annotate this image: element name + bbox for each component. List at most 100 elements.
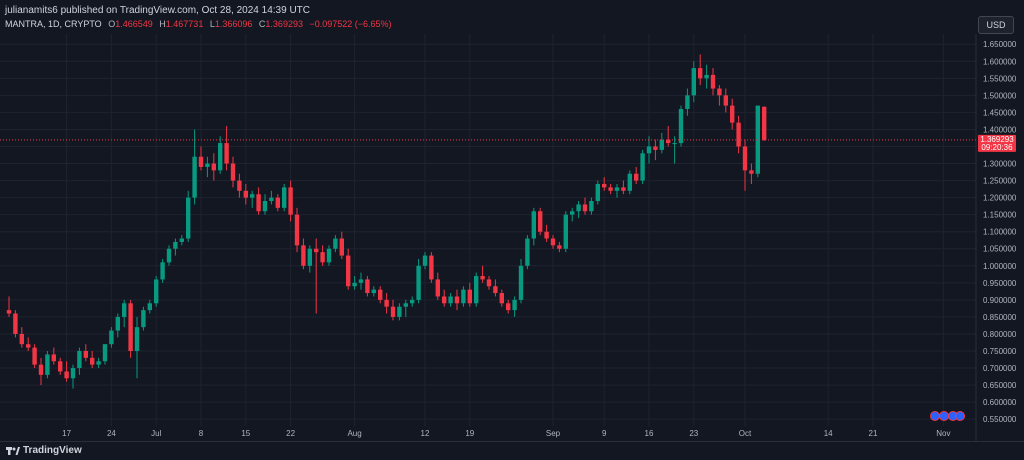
candle-body: [288, 187, 293, 215]
low-value: 1.366096: [214, 19, 253, 29]
candle: [282, 183, 287, 212]
candle-body: [38, 364, 44, 375]
candlestick-chart[interactable]: 0.550000 0.600000 0.650000 0.700000 0.750000…: [0, 0, 1024, 441]
candle: [301, 238, 306, 270]
candle: [416, 258, 421, 304]
candle: [595, 180, 600, 205]
candle-body: [211, 163, 216, 171]
candle-body: [403, 303, 408, 307]
candle-body: [256, 194, 261, 212]
candle: [544, 224, 549, 242]
candle-body: [410, 299, 415, 304]
candle-body: [602, 183, 607, 188]
candle: [256, 187, 261, 215]
candle-body: [13, 313, 18, 334]
candle-body: [173, 241, 178, 249]
candle: [512, 296, 517, 317]
candle-body: [115, 316, 120, 331]
time-axis[interactable]: 17 24 Jul 8 15 22 Aug 12 19 Sep 9 16 23 Oct 14 21 Nov: [62, 429, 950, 438]
price-tick-label: 0.550000: [983, 415, 1017, 424]
candle: [205, 156, 210, 178]
time-tick-label: Oct: [739, 429, 752, 438]
candle: [563, 211, 568, 253]
candle: [480, 265, 485, 283]
candle: [486, 276, 492, 290]
candle: [570, 207, 575, 222]
candle-body: [218, 143, 223, 171]
candle-body: [26, 344, 31, 348]
candle-body: [230, 163, 236, 181]
candle: [608, 183, 613, 195]
candle: [659, 132, 664, 154]
candle-body: [595, 183, 600, 202]
candle: [134, 316, 140, 379]
price-axis[interactable]: 0.550000 0.600000 0.650000 0.700000 0.750000…: [983, 40, 1017, 424]
candle: [403, 299, 408, 317]
candle: [38, 357, 44, 386]
time-tick-label: Aug: [347, 429, 361, 438]
candle: [493, 279, 498, 297]
candle-body: [320, 252, 325, 263]
candle-body: [730, 105, 735, 123]
candle: [538, 207, 543, 236]
candle-body: [314, 248, 319, 253]
candle: [160, 258, 165, 283]
open-label: O: [108, 19, 116, 29]
candle-body: [275, 197, 280, 208]
candle-body: [378, 289, 383, 300]
candle: [691, 61, 696, 103]
candle-body: [346, 255, 351, 287]
time-tick-label: 8: [199, 429, 204, 438]
event-icon[interactable]: [930, 411, 940, 421]
candle-body: [512, 299, 517, 311]
candle: [736, 115, 741, 154]
price-tick-label: 0.650000: [983, 381, 1017, 390]
currency-button[interactable]: USD: [978, 16, 1014, 34]
price-tick-label: 0.750000: [983, 347, 1017, 356]
candle: [109, 327, 114, 348]
candle-body: [397, 306, 402, 317]
price-tick-label: 0.700000: [983, 364, 1017, 373]
close-label: C: [258, 19, 266, 29]
candle-body: [608, 187, 613, 191]
tradingview-brand[interactable]: TradingView: [23, 445, 82, 456]
top-bar: julianamits6 published on TradingView.co…: [0, 0, 1024, 34]
candle-body: [109, 330, 114, 345]
candle-body: [678, 108, 684, 144]
candle-body: [589, 201, 594, 212]
candle: [32, 344, 37, 369]
event-icon[interactable]: [955, 411, 965, 421]
symbol-label[interactable]: MANTRA, 1D, CRYPTO: [5, 19, 102, 29]
candle-body: [77, 351, 82, 369]
candle: [224, 126, 229, 171]
candle: [685, 88, 690, 116]
candle-body: [282, 187, 287, 208]
candle: [614, 183, 620, 198]
candle: [742, 139, 748, 191]
candle: [582, 197, 588, 215]
candle: [448, 293, 453, 307]
candle: [672, 136, 677, 164]
price-tick-label: 1.650000: [983, 40, 1017, 49]
time-tick-label: 16: [645, 429, 654, 438]
candle-body: [480, 276, 485, 280]
candle: [410, 296, 415, 307]
candle-body: [141, 310, 146, 328]
candle-body: [461, 289, 466, 304]
candle-body: [570, 211, 575, 215]
price-tick-label: 0.800000: [983, 330, 1017, 339]
event-icon[interactable]: [939, 411, 949, 421]
candle: [454, 289, 460, 311]
events-icons[interactable]: [930, 411, 965, 421]
candle-body: [416, 265, 421, 300]
candle: [166, 245, 172, 266]
candle-body: [390, 306, 396, 317]
tradingview-logo-icon[interactable]: [6, 445, 20, 457]
candle: [102, 344, 108, 365]
candle-body: [486, 279, 492, 287]
candle: [550, 235, 556, 249]
time-tick-label: 21: [869, 429, 878, 438]
candle-body: [493, 286, 498, 294]
candle-body: [365, 279, 370, 294]
candle-body: [32, 347, 37, 365]
